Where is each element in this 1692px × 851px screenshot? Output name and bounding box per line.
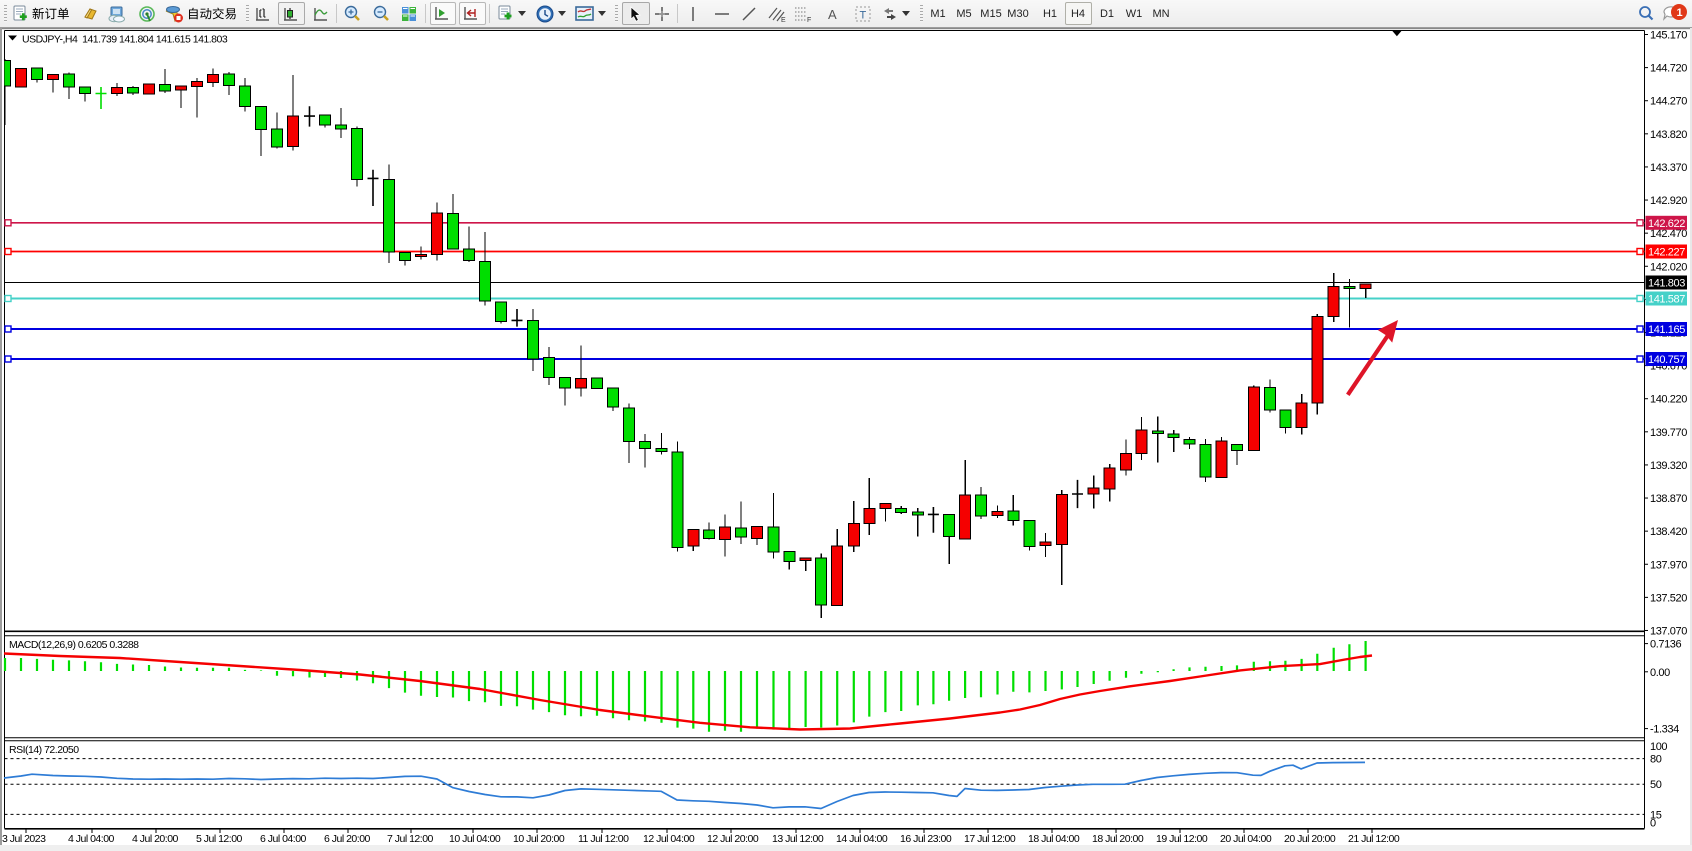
svg-text:15: 15 — [1650, 809, 1662, 821]
svg-text:137.970: 137.970 — [1650, 559, 1687, 571]
svg-text:16 Jul 23:00: 16 Jul 23:00 — [900, 833, 952, 845]
svg-text:1: 1 — [1677, 7, 1683, 19]
svg-text:7 Jul 12:00: 7 Jul 12:00 — [387, 833, 434, 845]
svg-text:USDJPY-,H4 141.739 141.804 14: USDJPY-,H4 141.739 141.804 141.615 141.8… — [22, 33, 228, 45]
svg-text:18 Jul 04:00: 18 Jul 04:00 — [1028, 833, 1080, 845]
svg-text:10 Jul 04:00: 10 Jul 04:00 — [449, 833, 501, 845]
svg-text:140.757: 140.757 — [1648, 354, 1685, 366]
svg-text:4 Jul 20:00: 4 Jul 20:00 — [132, 833, 179, 845]
svg-text:142.227: 142.227 — [1648, 247, 1685, 259]
svg-text:11 Jul 12:00: 11 Jul 12:00 — [578, 833, 629, 845]
svg-text:-1.334: -1.334 — [1650, 724, 1679, 736]
svg-text:19 Jul 12:00: 19 Jul 12:00 — [1156, 833, 1208, 845]
svg-text:17 Jul 12:00: 17 Jul 12:00 — [964, 833, 1016, 845]
svg-text:139.320: 139.320 — [1650, 460, 1687, 472]
svg-text:MACD(12,26,9) 0.6205 0.3288: MACD(12,26,9) 0.6205 0.3288 — [9, 639, 139, 651]
svg-text:E: E — [781, 17, 786, 23]
svg-text:T: T — [860, 9, 867, 21]
svg-text:145.170: 145.170 — [1650, 30, 1687, 42]
svg-text:80: 80 — [1650, 754, 1662, 766]
svg-text:RSI(14) 72.2050: RSI(14) 72.2050 — [9, 744, 79, 756]
svg-text:18 Jul 20:00: 18 Jul 20:00 — [1092, 833, 1144, 845]
svg-text:20 Jul 20:00: 20 Jul 20:00 — [1284, 833, 1336, 845]
svg-text:138.420: 138.420 — [1650, 526, 1687, 538]
svg-text:140.220: 140.220 — [1650, 394, 1687, 406]
svg-text:5 Jul 12:00: 5 Jul 12:00 — [196, 833, 243, 845]
svg-text:21 Jul 12:00: 21 Jul 12:00 — [1348, 833, 1400, 845]
svg-text:141.587: 141.587 — [1648, 294, 1685, 306]
svg-text:0.00: 0.00 — [1650, 667, 1670, 679]
svg-text:139.770: 139.770 — [1650, 427, 1687, 439]
svg-text:12 Jul 20:00: 12 Jul 20:00 — [707, 833, 759, 845]
svg-text:6 Jul 04:00: 6 Jul 04:00 — [260, 833, 307, 845]
svg-text:6 Jul 20:00: 6 Jul 20:00 — [324, 833, 371, 845]
svg-text:F: F — [807, 17, 811, 23]
svg-text:A: A — [828, 7, 837, 22]
svg-text:50: 50 — [1650, 779, 1662, 791]
svg-text:138.870: 138.870 — [1650, 493, 1687, 505]
svg-text:4 Jul 04:00: 4 Jul 04:00 — [68, 833, 115, 845]
svg-text:144.720: 144.720 — [1650, 63, 1687, 75]
svg-text:12 Jul 04:00: 12 Jul 04:00 — [643, 833, 695, 845]
svg-text:13 Jul 12:00: 13 Jul 12:00 — [772, 833, 824, 845]
svg-text:137.070: 137.070 — [1650, 625, 1687, 637]
svg-text:141.165: 141.165 — [1648, 324, 1685, 336]
svg-text:100: 100 — [1650, 741, 1667, 753]
svg-text:144.270: 144.270 — [1650, 96, 1687, 108]
svg-text:143.370: 143.370 — [1650, 162, 1687, 174]
svg-text:20 Jul 04:00: 20 Jul 04:00 — [1220, 833, 1272, 845]
svg-text:142.470: 142.470 — [1650, 228, 1687, 240]
svg-text:10 Jul 20:00: 10 Jul 20:00 — [513, 833, 565, 845]
svg-text:0: 0 — [1650, 818, 1656, 830]
svg-text:14 Jul 04:00: 14 Jul 04:00 — [836, 833, 888, 845]
svg-text:142.920: 142.920 — [1650, 195, 1687, 207]
svg-text:141.803: 141.803 — [1648, 278, 1685, 290]
svg-text:0.7136: 0.7136 — [1650, 639, 1682, 651]
svg-text:142.020: 142.020 — [1650, 261, 1687, 273]
svg-text:3 Jul 2023: 3 Jul 2023 — [2, 833, 46, 845]
svg-text:142.622: 142.622 — [1648, 218, 1685, 230]
svg-text:143.820: 143.820 — [1650, 129, 1687, 141]
svg-text:137.520: 137.520 — [1650, 592, 1687, 604]
